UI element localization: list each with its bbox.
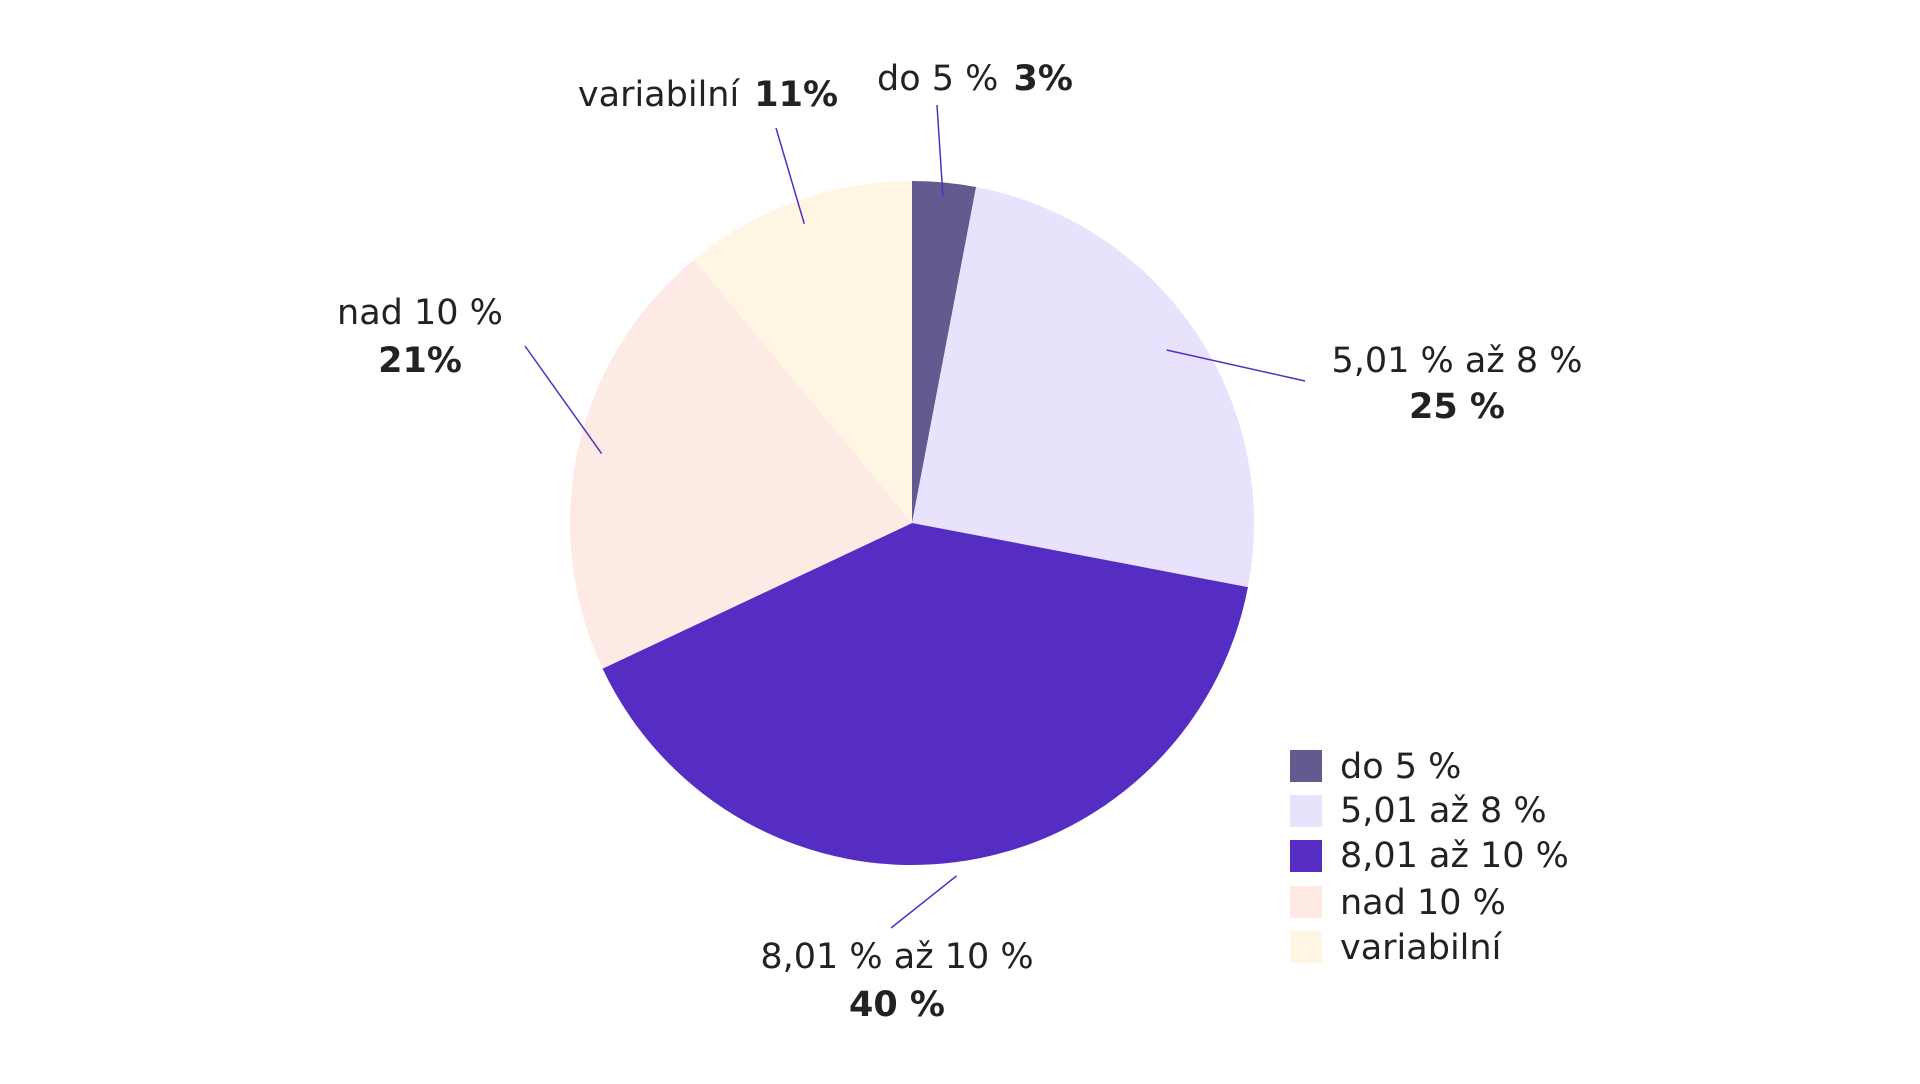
legend-item: 8,01 až 10 % bbox=[1290, 836, 1569, 876]
slice-label-4-category: variabilní bbox=[578, 75, 741, 115]
slice-label-1-category: 5,01 % až 8 % bbox=[1331, 341, 1582, 381]
legend-swatch-3 bbox=[1290, 886, 1322, 918]
slice-label-0: do 5 % 3% bbox=[877, 59, 1073, 99]
legend-item: nad 10 % bbox=[1290, 883, 1506, 923]
legend-swatch-0 bbox=[1290, 750, 1322, 782]
slice-label-4-value: 11% bbox=[754, 75, 838, 115]
legend-label-4: variabilní bbox=[1340, 928, 1503, 968]
slice-label-2-category: 8,01 % až 10 % bbox=[760, 937, 1033, 977]
legend-swatch-2 bbox=[1290, 840, 1322, 872]
leader-line-4 bbox=[775, 127, 805, 224]
pie-slice-2 bbox=[602, 523, 1248, 865]
slice-label-3-category: nad 10 % bbox=[337, 293, 503, 333]
slice-label-2-value: 40 % bbox=[849, 985, 945, 1025]
leader-line-2 bbox=[890, 875, 958, 929]
legend-swatch-4 bbox=[1290, 931, 1322, 963]
slice-label-0-value: 3% bbox=[1014, 59, 1073, 99]
legend-label-3: nad 10 % bbox=[1340, 883, 1506, 923]
legend-item: 5,01 až 8 % bbox=[1290, 791, 1547, 831]
leader-line-0 bbox=[936, 104, 944, 197]
legend-swatch-1 bbox=[1290, 795, 1322, 827]
legend-label-1: 5,01 až 8 % bbox=[1340, 791, 1547, 831]
pie-slice-3 bbox=[570, 259, 912, 669]
legend: do 5 % 5,01 až 8 % 8,01 až 10 % nad 10 %… bbox=[1290, 747, 1569, 968]
pie-slice-0 bbox=[912, 181, 977, 523]
legend-item: variabilní bbox=[1290, 928, 1503, 968]
legend-label-2: 8,01 až 10 % bbox=[1340, 836, 1569, 876]
slice-labels: do 5 % 3% 5,01 % až 8 % 25 % 8,01 % až 1… bbox=[337, 59, 1582, 1025]
slice-label-3-value: 21% bbox=[378, 341, 462, 381]
slice-label-0-category: do 5 % bbox=[877, 59, 998, 99]
leader-line-3 bbox=[524, 345, 603, 455]
slice-label-4: variabilní 11% bbox=[578, 75, 838, 115]
legend-label-0: do 5 % bbox=[1340, 747, 1461, 787]
legend-item: do 5 % bbox=[1290, 747, 1461, 787]
leader-lines bbox=[524, 104, 1306, 929]
pie-slices bbox=[570, 181, 1254, 865]
pie-slice-4 bbox=[694, 181, 912, 523]
pie-slice-1 bbox=[912, 187, 1254, 588]
leader-line-1 bbox=[1166, 349, 1306, 382]
slice-label-1-value: 25 % bbox=[1409, 387, 1505, 427]
